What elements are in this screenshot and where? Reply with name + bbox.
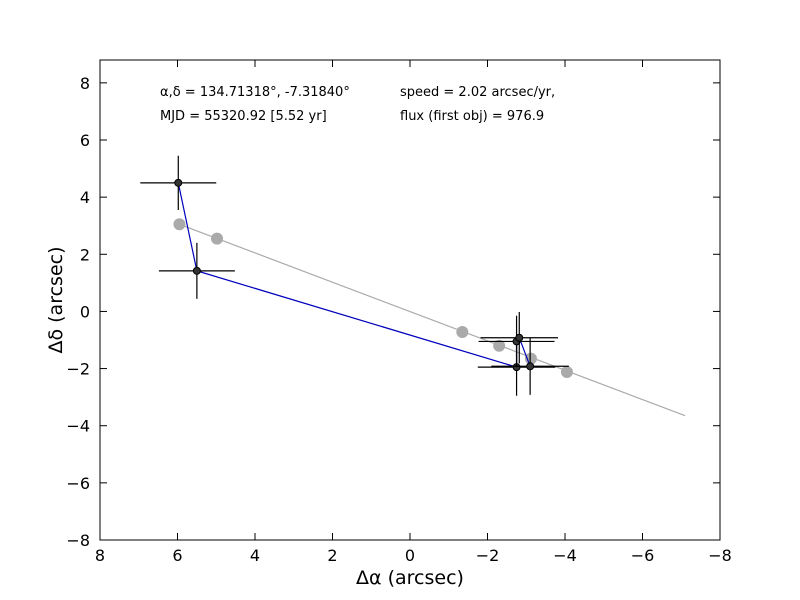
x-tick-label: 6 [172, 546, 182, 565]
x-tick-label: 8 [95, 546, 105, 565]
model-position-point [173, 218, 186, 231]
observed-position-point [526, 362, 535, 371]
x-axis-label: Δα (arcsec) [356, 567, 464, 589]
axis-ticks: 8 6 4 2 0 −2 −4 −6 −8 8 6 4 2 0 −2 −4 −6 −8 [66, 60, 732, 565]
axes-frame [99, 59, 721, 541]
x-tick-label: 4 [250, 546, 260, 565]
model-position-point [493, 339, 506, 352]
y-tick-label: −6 [66, 474, 90, 493]
y-tick-label: 6 [80, 131, 90, 150]
x-tick-label: −8 [708, 546, 732, 565]
observed-position-point [174, 178, 183, 187]
x-tick-label: 0 [405, 546, 415, 565]
model-position-point [456, 326, 469, 338]
x-tick-label: −4 [553, 546, 577, 565]
annotation-mjd: MJD = 55320.92 [5.52 yr] [160, 109, 327, 124]
x-tick-label: −2 [476, 546, 500, 565]
plot-area [140, 155, 686, 417]
y-tick-label: −4 [66, 417, 90, 436]
y-tick-label: 4 [80, 188, 90, 207]
y-tick-label: −2 [66, 360, 90, 379]
x-tick-label: −6 [631, 546, 655, 565]
annotation-coordinates: α,δ = 134.71318°, -7.31840° [160, 85, 350, 100]
model-position-point [211, 232, 224, 245]
y-tick-label: 0 [80, 302, 90, 321]
y-tick-label: 8 [80, 74, 90, 93]
x-tick-label: 2 [327, 546, 337, 565]
y-tick-label: 2 [80, 245, 90, 264]
model-position-point [560, 366, 573, 378]
observed-position-point [515, 333, 524, 342]
observed-position-point [192, 266, 201, 275]
annotation-flux: flux (first obj) = 976.9 [400, 109, 544, 124]
model-fit-line [179, 223, 686, 417]
annotation-speed: speed = 2.02 arcsec/yr, [400, 85, 555, 100]
y-axis-label: Δδ (arcsec) [45, 246, 67, 353]
y-tick-label: −8 [66, 531, 90, 550]
